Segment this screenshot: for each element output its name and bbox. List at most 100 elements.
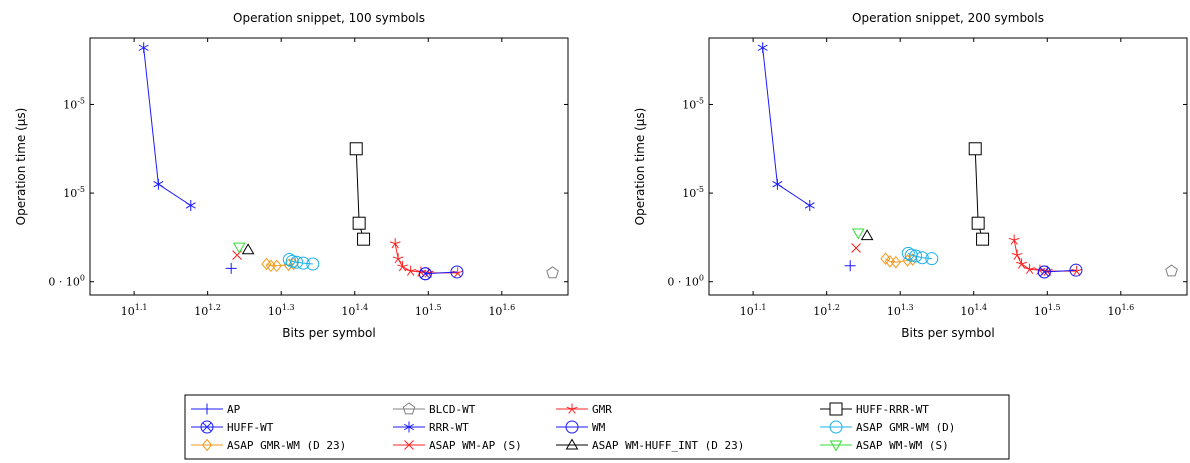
data-point-gmr [1016, 258, 1027, 269]
legend-label: HUFF-WT [227, 421, 274, 434]
series-asap-wm-huff-int-d-23 [241, 243, 255, 255]
data-point-asap-gmr-wm-d [282, 253, 296, 267]
y-axis-label: Operation time (µs) [633, 108, 647, 226]
data-point-gmr [1024, 263, 1036, 275]
legend-entry-asap-gmr-wm-d: ASAP GMR-WM (D) [820, 420, 955, 434]
legend-label: GMR [592, 403, 612, 416]
chart-title: Operation snippet, 100 symbols [233, 11, 425, 25]
legend-entry-asap-wm-wm-s: ASAP WM-WM (S) [820, 439, 949, 452]
series-gmr [389, 238, 464, 278]
series-huff-wt [1037, 265, 1051, 279]
data-point-huff-rrr-wt [349, 142, 363, 156]
plot-200-symbols: Operation snippet, 200 symbols Bits per s… [633, 11, 1188, 340]
series-ap [844, 260, 856, 272]
x-axis-label: Bits per symbol [901, 326, 994, 340]
data-point-huff-rrr-wt [971, 216, 985, 230]
y-tick-label: 0 · 100 [48, 274, 85, 289]
data-point-asap-gmr-wm-d [915, 251, 929, 265]
x-tick-label: 101.4 [960, 303, 987, 318]
legend-marker [403, 421, 415, 433]
data-point-huff-wt [1037, 265, 1051, 279]
data-point-huff-rrr-wt [357, 232, 371, 246]
legend-entry-blcd-wt: BLCD-WT [393, 402, 476, 416]
data-point-huff-rrr-wt [968, 142, 982, 156]
y-tick-label: 0 · 100 [667, 274, 704, 289]
y-tick-label: 10-5 [682, 96, 704, 111]
x-tick-label: 101.2 [813, 303, 840, 318]
series-blcd-wt [1165, 264, 1178, 277]
data-point-huff-wt [418, 267, 432, 281]
data-point-rrr-wt [138, 42, 149, 54]
legend-label: HUFF-RRR-WT [856, 403, 929, 416]
y-axis-label: Operation time (µs) [14, 108, 28, 226]
data-point-huff-rrr-wt [352, 216, 366, 230]
series-asap-wm-wm-s [232, 242, 246, 254]
data-point-asap-gmr-wm-d-23 [890, 255, 901, 269]
data-point-rrr-wt [757, 42, 768, 54]
series-line-gmr [394, 243, 458, 274]
data-point-asap-gmr-wm-d [909, 249, 923, 263]
data-point-wm [450, 265, 464, 279]
data-point-rrr-wt [185, 199, 196, 211]
x-tick-label: 101.2 [194, 303, 221, 318]
x-tick-label: 101.5 [415, 303, 442, 318]
series-line-rrr-wt [762, 47, 811, 206]
series-asap-gmr-wm-d [282, 253, 320, 271]
x-axis-label: Bits per symbol [282, 326, 375, 340]
series-asap-gmr-wm-d-23 [261, 257, 299, 273]
series-gmr [1008, 234, 1083, 276]
x-tick-label: 101.3 [268, 303, 295, 318]
legend-marker [200, 420, 214, 434]
chart-title: Operation snippet, 200 symbols [852, 11, 1044, 25]
legend-entry-wm: WM [556, 420, 606, 434]
series-asap-wm-ap-s [851, 243, 861, 253]
data-point-ap [844, 260, 856, 272]
plot-100-symbols: Operation snippet, 100 symbols Bits per s… [14, 11, 569, 340]
data-point-asap-wm-wm-s [851, 228, 865, 240]
legend-entry-huff-rrr-wt: HUFF-RRR-WT [820, 402, 929, 416]
x-tick-label: 101.6 [1107, 303, 1134, 318]
data-point-asap-gmr-wm-d [306, 257, 320, 271]
x-tick-label: 101.3 [887, 303, 914, 318]
legend-entry-asap-wm-huff-int-d-23: ASAP WM-HUFF_INT (D 23) [556, 438, 744, 452]
series-huff-rrr-wt [968, 142, 990, 246]
plot-frame [89, 37, 569, 296]
legend-marker [829, 420, 843, 434]
legend-label: ASAP GMR-WM (D) [856, 421, 955, 434]
x-tick-label: 101.1 [740, 303, 767, 318]
legend-marker [829, 402, 843, 416]
data-point-asap-wm-huff-int-d-23 [860, 229, 874, 241]
legend-marker [566, 403, 578, 414]
series-asap-wm-huff-int-d-23 [860, 229, 874, 241]
series-rrr-wt [138, 42, 196, 211]
legend-entry-gmr: GMR [556, 403, 612, 416]
legend-label: ASAP WM-AP (S) [429, 439, 522, 452]
legend-marker [402, 402, 416, 415]
series-blcd-wt [546, 266, 559, 279]
series-huff-rrr-wt [349, 142, 371, 246]
legend-box [184, 394, 1010, 460]
data-point-gmr [405, 265, 417, 276]
legend-marker [565, 420, 579, 434]
legend-marker [201, 403, 213, 415]
data-point-rrr-wt [153, 178, 164, 190]
data-point-asap-gmr-wm-d [901, 246, 915, 260]
legend-entry-ap: AP [191, 403, 241, 416]
series-line-wm [425, 271, 457, 275]
x-tick-label: 101.1 [121, 303, 148, 318]
data-point-wm [1069, 263, 1083, 277]
legend-label: ASAP WM-HUFF_INT (D 23) [592, 439, 744, 452]
y-tick-label: 10-5 [682, 185, 704, 200]
data-point-asap-gmr-wm-d [290, 255, 304, 269]
legend-marker [201, 438, 213, 452]
series-rrr-wt [757, 42, 815, 211]
x-tick-label: 101.5 [1034, 303, 1061, 318]
data-point-gmr [389, 238, 401, 249]
data-point-ap [225, 262, 237, 274]
legend-entry-huff-wt: HUFF-WT [191, 420, 274, 434]
legend: AP BLCD-WT GMR HUFF-RRR-WT HUFF-WT RRR-WT WM AS… [184, 394, 1010, 460]
data-point-rrr-wt [804, 199, 815, 211]
data-point-gmr [1008, 234, 1020, 245]
data-point-asap-gmr-wm-d [285, 254, 299, 268]
